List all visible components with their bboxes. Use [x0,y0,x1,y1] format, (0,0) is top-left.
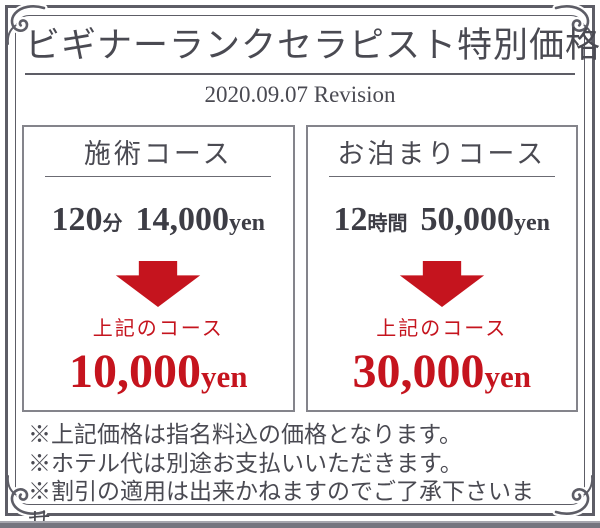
list-price-value: 14,000 [135,201,230,238]
promo-price-unit: yen [484,359,532,394]
revision-date: 2020.09.07 Revision [204,82,396,107]
title-divider [25,73,575,75]
bottom-shadow-strip [0,521,600,528]
duration-value: 12 [333,201,368,238]
promo-label: 上記のコース [376,318,508,340]
promo-price-value: 30,000 [352,345,485,398]
footnote-line: ※上記価格は指名料込の価格となります。 [28,422,463,447]
promo-price-row: 10,000 yen [69,343,248,406]
corner-flourish-icon [552,475,594,518]
course-title-divider [45,176,272,177]
list-price-unit: yen [229,210,265,236]
course-title: お泊まりコース [337,139,547,169]
course-title-divider [328,176,555,177]
course-cards: 施術コース 120 分 14,000 yen 上記のコース 10,000 yen お泊ま… [22,125,578,412]
page-title: ビギナーランクセラピスト特別価格 [25,26,600,65]
list-price-value: 50,000 [420,201,515,238]
footnotes: ※上記価格は指名料込の価格となります。 ※ホテル代は別途お支払いいただきます。 … [28,421,576,528]
promo-price-row: 30,000 yen [353,343,532,406]
down-arrow-icon [399,261,484,307]
corner-flourish-icon [6,475,48,518]
course-card-overnight: お泊まりコース 12 時間 50,000 yen 上記のコース 30,000 yen [305,125,578,412]
list-price-row: 120 分 14,000 yen [52,200,266,244]
course-title: 施術コース [83,139,233,169]
corner-flourish-icon [6,2,48,45]
promo-price-unit: yen [201,359,248,394]
footnote-line: ※ホテル代は別途お支払いいただきます。 [28,450,463,476]
down-arrow-icon [116,261,201,307]
promo-price-value: 10,000 [69,345,201,398]
duration-value: 120 [51,201,103,238]
promo-label: 上記のコース [92,318,224,340]
footnote-line: ※割引の適用は出来かねますのでご了承下さいませ。 [28,479,534,528]
list-price-row: 12 時間 50,000 yen [334,200,551,244]
course-card-treatment: 施術コース 120 分 14,000 yen 上記のコース 10,000 yen [22,125,295,412]
corner-flourish-icon [552,2,594,45]
list-price-unit: yen [514,210,550,236]
duration-unit: 分 [102,213,123,235]
duration-unit: 時間 [367,213,408,235]
